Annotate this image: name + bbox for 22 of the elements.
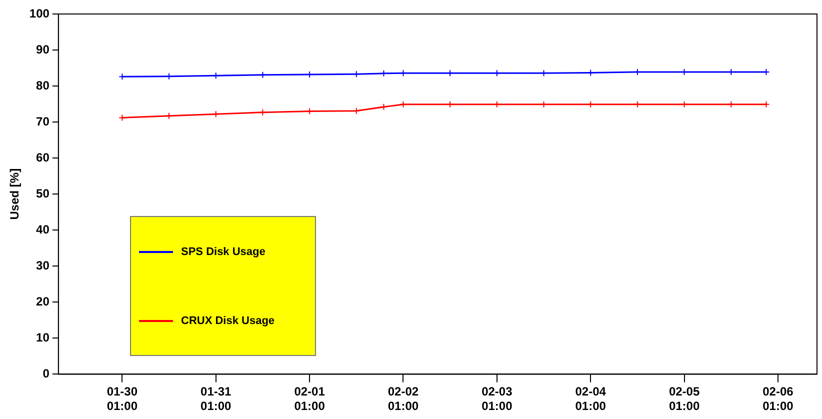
x-tick-label: 02-02 01:00 <box>388 384 419 414</box>
x-tick-label: 02-04 01:00 <box>575 384 606 414</box>
x-tick-label: 02-05 01:00 <box>668 384 700 414</box>
legend-label: SPS Disk Usage <box>181 246 266 258</box>
y-tick-label: 20 <box>36 294 50 308</box>
legend-label: CRUX Disk Usage <box>181 314 275 326</box>
y-tick-label: 100 <box>29 6 50 20</box>
x-tick-label: 01-31 01:00 <box>200 384 232 414</box>
x-tick-label: 02-03 01:00 <box>482 384 513 414</box>
y-tick-label: 60 <box>36 150 50 164</box>
x-tick-label: 02-01 01:00 <box>294 384 326 414</box>
y-tick-label: 90 <box>36 42 50 56</box>
x-tick-label: 01-30 01:00 <box>106 384 138 414</box>
y-axis-title: Used [%] <box>8 168 22 220</box>
y-tick-label: 40 <box>36 222 50 236</box>
y-tick-label: 0 <box>42 366 50 381</box>
y-tick-label: 70 <box>36 114 50 128</box>
y-tick-label: 30 <box>36 258 50 272</box>
y-tick-label: 80 <box>36 78 50 92</box>
x-tick-label: 02-06 01:00 <box>762 384 794 414</box>
y-tick-label: 50 <box>36 186 50 200</box>
y-tick-label: 10 <box>36 330 50 344</box>
